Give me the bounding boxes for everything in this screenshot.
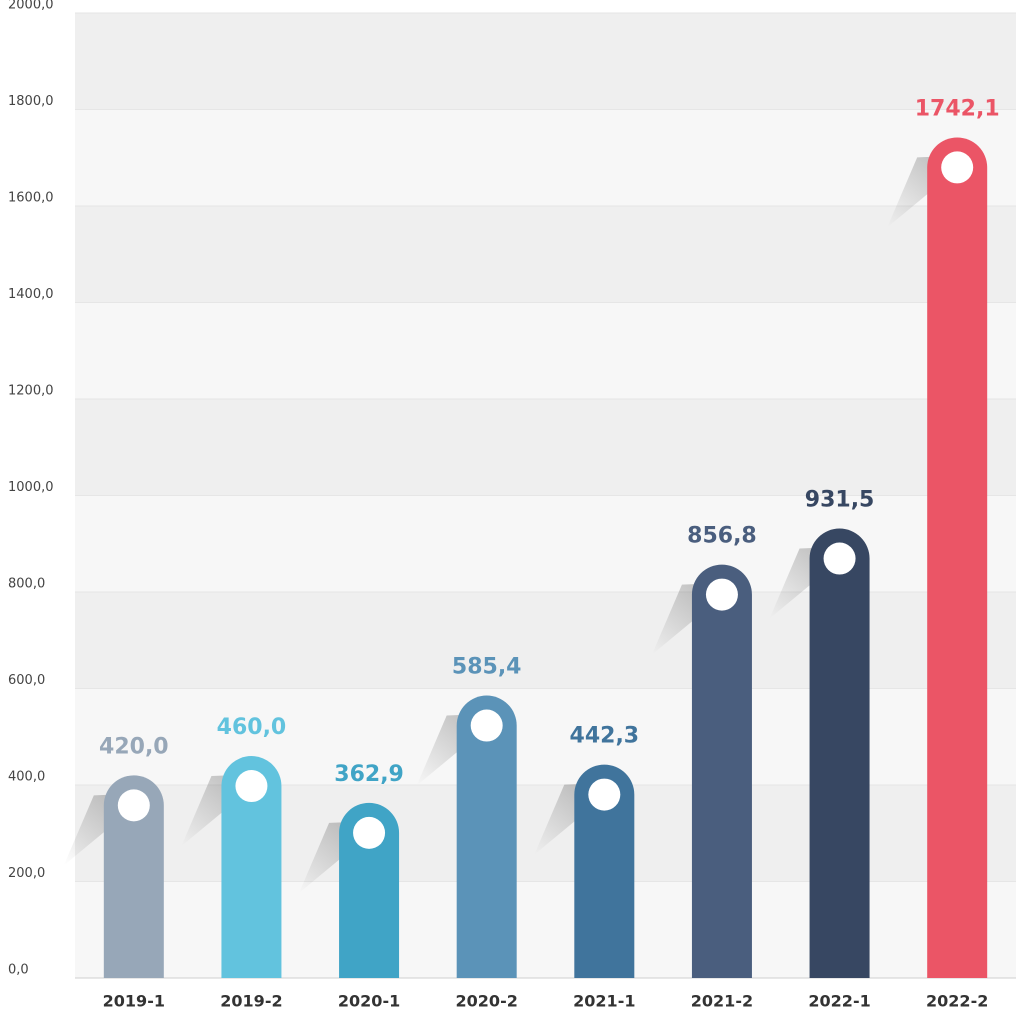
y-tick-label: 1000,0	[8, 480, 54, 495]
y-tick-label: 400,0	[8, 770, 45, 785]
y-tick-label: 600,0	[8, 673, 45, 688]
grid-band	[75, 399, 1016, 496]
grid-band	[75, 13, 1016, 110]
x-tick-label: 2019-2	[220, 992, 282, 1011]
grid-band	[75, 109, 1016, 206]
bar-dot	[235, 770, 268, 803]
x-tick-label: 2022-1	[808, 992, 870, 1011]
value-label: 460,0	[217, 715, 287, 740]
y-tick-label: 1800,0	[8, 94, 54, 109]
bar-dot	[705, 578, 738, 611]
x-tick-label: 2021-2	[691, 992, 753, 1011]
bar	[103, 775, 164, 978]
y-tick-label: 2000,0	[8, 0, 54, 13]
bar	[927, 137, 988, 978]
bar	[456, 695, 517, 978]
grid-band	[75, 206, 1016, 303]
y-tick-label: 800,0	[8, 577, 45, 592]
y-tick-label: 0,0	[8, 963, 29, 978]
bar	[574, 764, 635, 978]
y-tick-label: 200,0	[8, 866, 45, 881]
x-tick-label: 2020-2	[456, 992, 518, 1011]
value-label: 1742,1	[915, 96, 1000, 121]
bar-dot	[117, 789, 150, 822]
x-tick-label: 2019-1	[103, 992, 165, 1011]
value-label: 420,0	[99, 734, 169, 759]
y-tick-label: 1200,0	[8, 384, 54, 399]
bar	[691, 564, 752, 978]
bar-dot	[353, 816, 386, 849]
y-tick-label: 1600,0	[8, 191, 54, 206]
x-tick-label: 2021-1	[573, 992, 635, 1011]
bar-dot	[470, 709, 503, 742]
grid-band	[75, 495, 1016, 592]
bar-dot	[823, 542, 856, 575]
bar-dot	[941, 151, 974, 184]
value-label: 856,8	[687, 524, 757, 549]
bar	[221, 756, 282, 978]
grid-band	[75, 881, 1016, 978]
value-label: 442,3	[570, 724, 640, 749]
value-label: 931,5	[805, 488, 875, 513]
x-tick-label: 2020-1	[338, 992, 400, 1011]
value-label: 362,9	[334, 762, 404, 787]
grid-band	[75, 592, 1016, 689]
bar-dot	[588, 778, 621, 811]
bar	[339, 802, 400, 978]
bar	[809, 528, 870, 978]
grid-band	[75, 302, 1016, 399]
y-tick-label: 1400,0	[8, 287, 54, 302]
x-tick-label: 2022-2	[926, 992, 988, 1011]
value-label: 585,4	[452, 655, 522, 680]
